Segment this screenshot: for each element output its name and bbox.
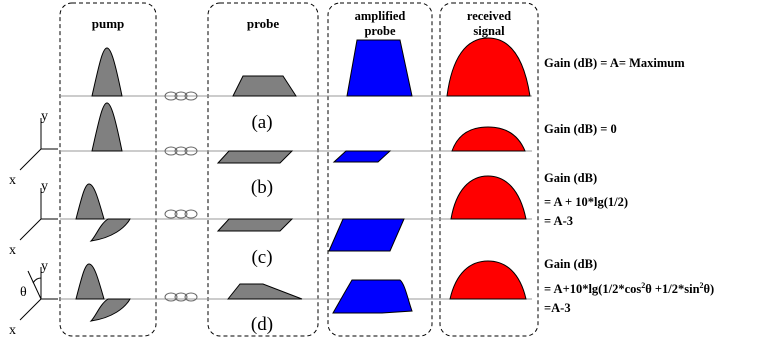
axis-y-label-3: y bbox=[41, 259, 48, 274]
gain-c-line3: = A-3 bbox=[544, 214, 573, 228]
received-pulse-1 bbox=[446, 37, 531, 97]
pump-pulse-4a bbox=[75, 263, 105, 300]
amplified-header-line2: probe bbox=[364, 24, 395, 38]
case-label-d: (d) bbox=[251, 314, 273, 335]
amplified-column-box bbox=[327, 2, 433, 337]
probe-header: probe bbox=[247, 16, 279, 31]
received-pulse-2 bbox=[451, 126, 526, 152]
pump-pulse-3a bbox=[75, 183, 105, 220]
axes-icon bbox=[19, 188, 58, 241]
fiber-coil-icon bbox=[164, 146, 198, 156]
received-column-box bbox=[439, 2, 539, 337]
amplified-pulse-4 bbox=[332, 279, 413, 314]
axis-x-label-2: x bbox=[9, 243, 16, 258]
case-label-a: (a) bbox=[251, 112, 272, 133]
axis-x-label-3: x bbox=[9, 323, 16, 338]
amplified-pulse-3 bbox=[328, 218, 405, 252]
received-pulse-4 bbox=[449, 260, 527, 300]
gain-maximum: Gain (dB) = A= Maximum bbox=[544, 56, 685, 70]
pump-header: pump bbox=[92, 16, 125, 31]
pump-pulse-1 bbox=[91, 47, 123, 97]
fiber-coil-icon bbox=[164, 91, 198, 101]
amplified-pulse-1 bbox=[346, 39, 413, 97]
pump-pulse-2 bbox=[91, 102, 123, 152]
axis-y-label-1: y bbox=[41, 109, 48, 124]
received-header-line2: signal bbox=[473, 24, 505, 38]
amplified-header-line1: amplified bbox=[355, 9, 406, 23]
axes-icon bbox=[19, 267, 58, 321]
probe-pulse-4 bbox=[226, 283, 303, 300]
received-pulse-3 bbox=[450, 175, 527, 220]
axes-icon bbox=[19, 118, 58, 171]
gain-c-line2: = A + 10*lg(1/2) bbox=[544, 195, 628, 209]
case-label-b: (b) bbox=[251, 177, 273, 198]
gain-d-title: Gain (dB) bbox=[544, 257, 597, 271]
axis-x-label-1: x bbox=[9, 173, 16, 188]
probe-pulse-3 bbox=[216, 218, 294, 232]
axis-theta-label: θ bbox=[20, 285, 27, 300]
fiber-coil-icon bbox=[164, 209, 198, 219]
gain-zero: Gain (dB) = 0 bbox=[544, 122, 617, 136]
amplified-pulse-2 bbox=[332, 150, 392, 163]
pump-column-box bbox=[59, 2, 157, 337]
axis-y-label-2: y bbox=[41, 179, 48, 194]
gain-c-line1: Gain (dB) bbox=[544, 171, 597, 185]
pump-pulse-4b bbox=[89, 298, 131, 322]
probe-pulse-2 bbox=[216, 150, 294, 164]
fiber-coil-icon bbox=[164, 292, 198, 302]
pump-pulse-3b bbox=[89, 218, 131, 242]
probe-column-box bbox=[207, 2, 319, 337]
gain-d-formula: = A+10*lg(1/2*cos2θ +1/2*sin2θ) bbox=[544, 281, 714, 296]
gain-d-result: =A-3 bbox=[544, 301, 571, 315]
probe-pulse-1 bbox=[232, 75, 297, 97]
case-label-c: (c) bbox=[251, 247, 272, 268]
received-header-line1: received bbox=[467, 9, 511, 23]
